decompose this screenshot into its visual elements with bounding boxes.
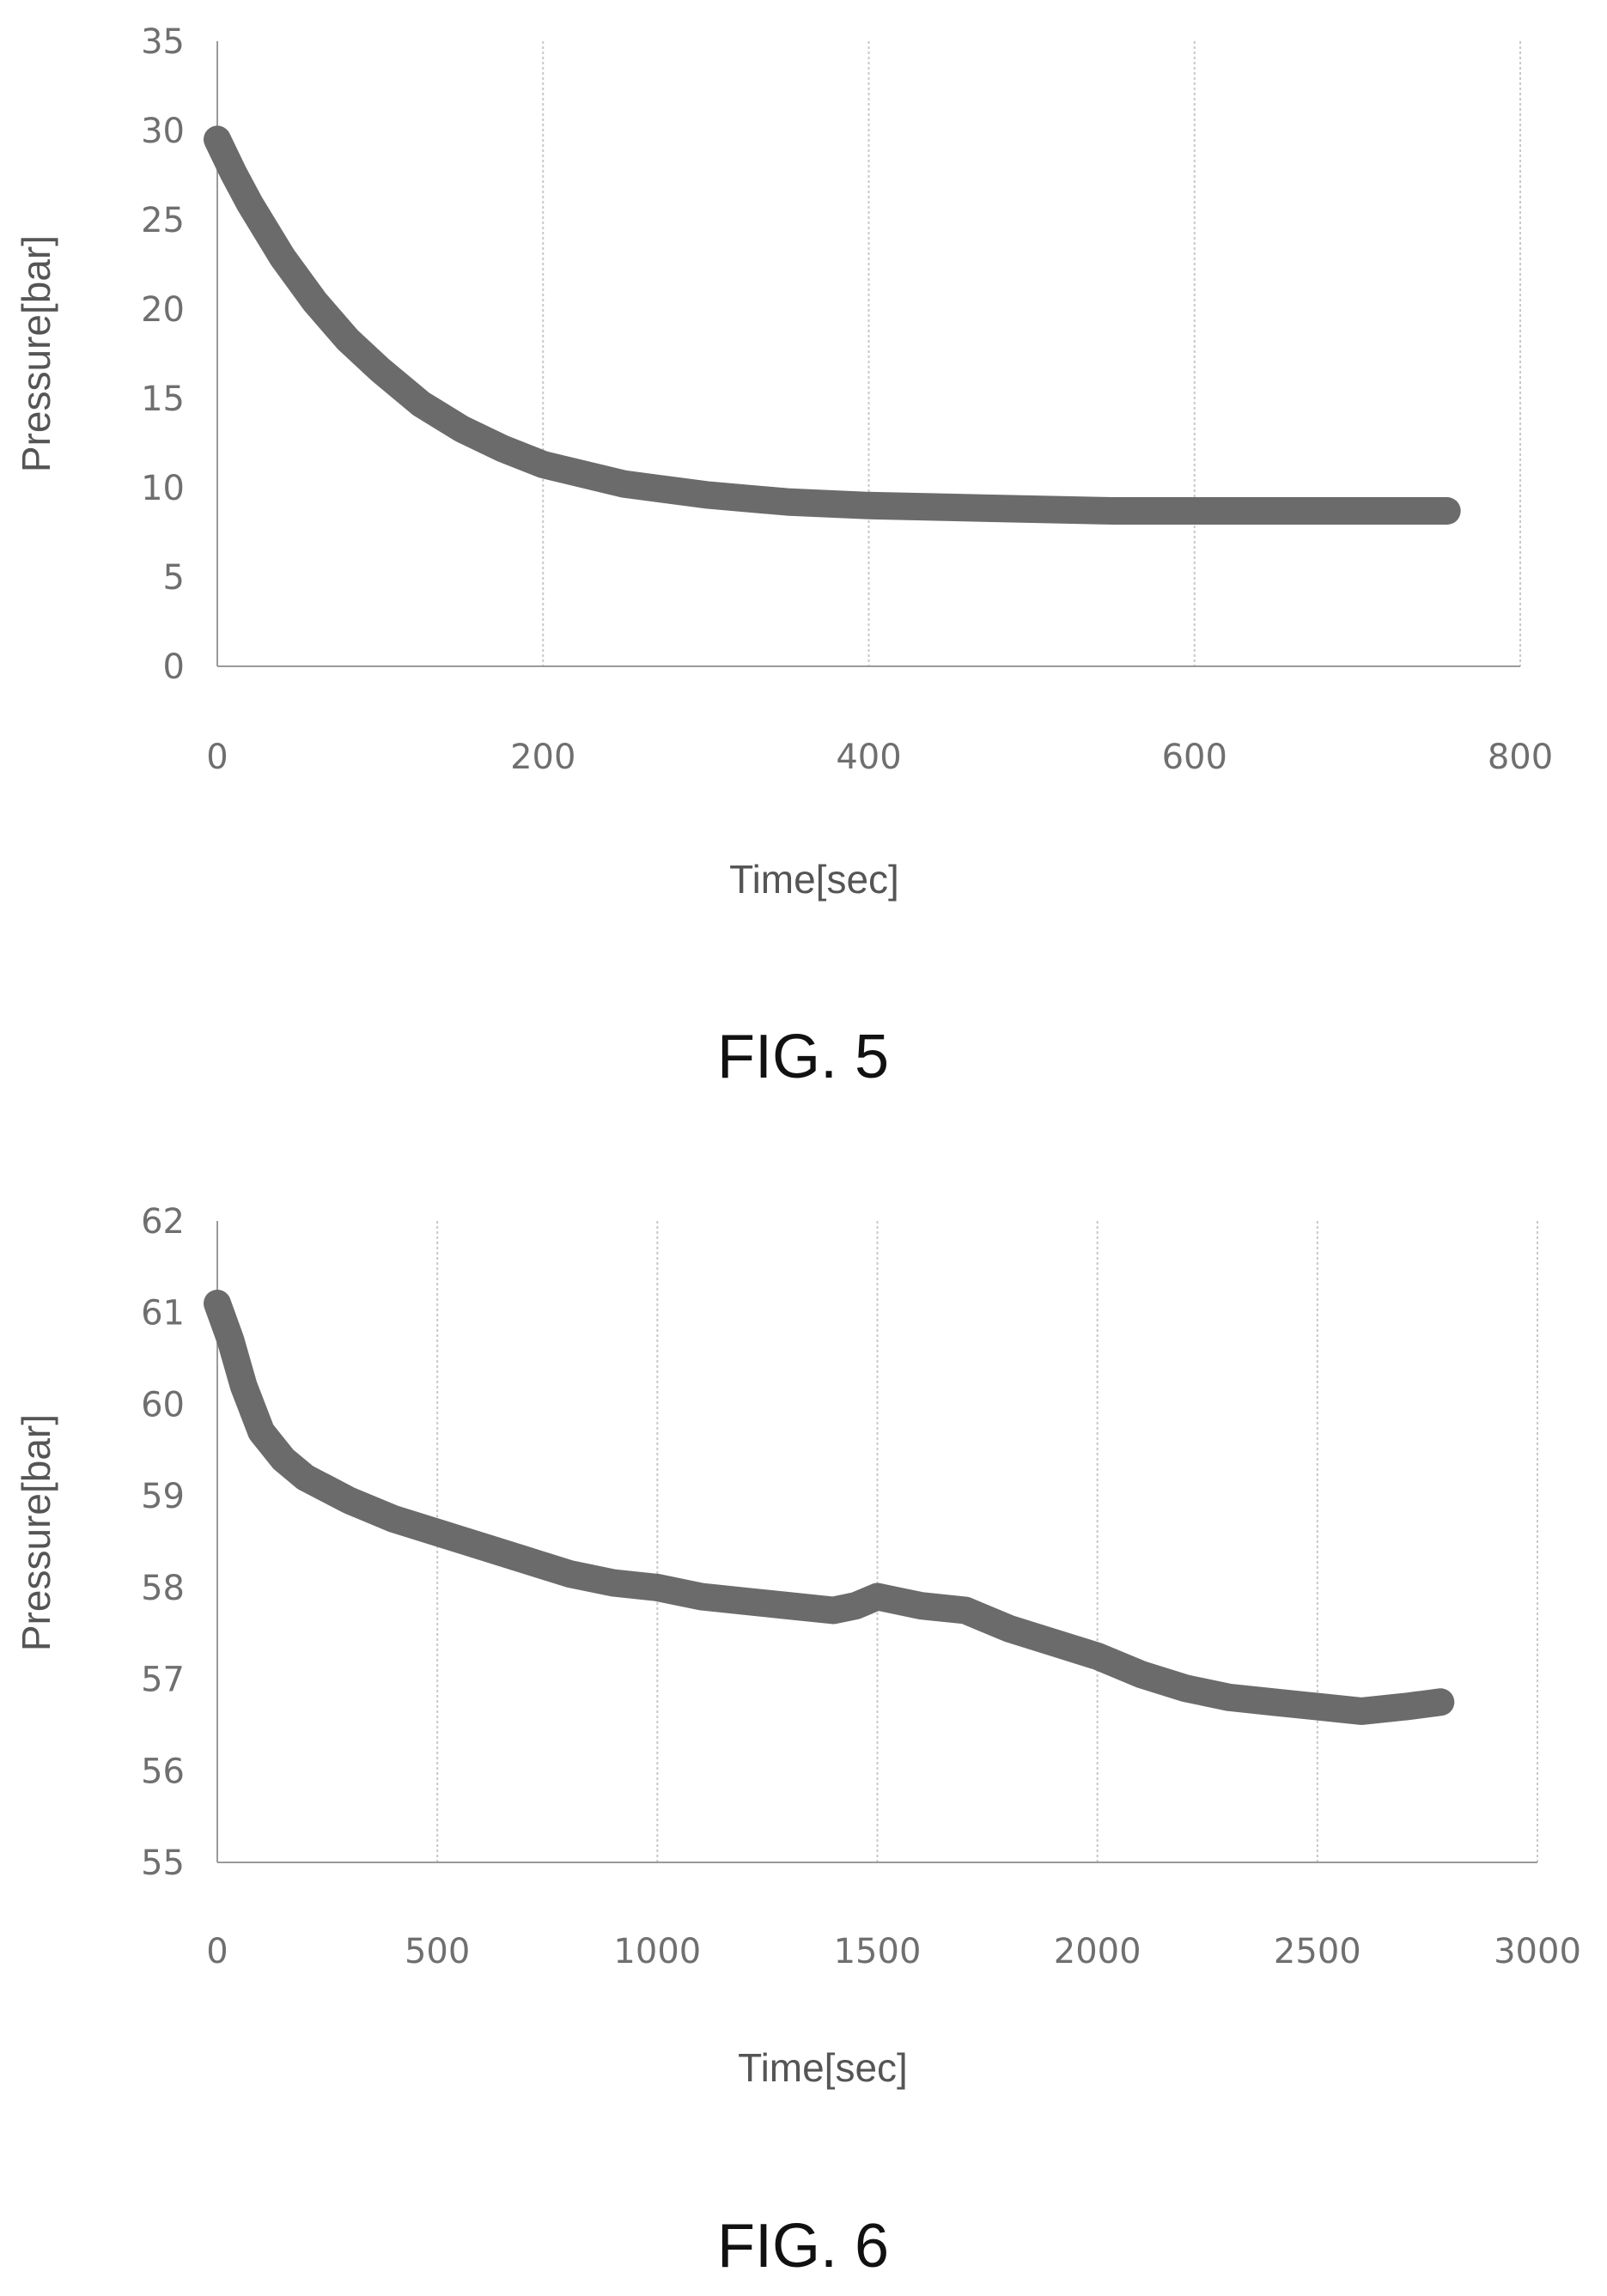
- x-tick-label: 2500: [1274, 1932, 1361, 1971]
- figure-6: 0 500 1000 1500 2000 2500 3000 55 56 57 58 59 60 61 62…: [0, 1142, 1607, 2296]
- x-tick-label: 600: [1162, 738, 1227, 777]
- x-axis-label: Time[sec]: [738, 2045, 908, 2090]
- figure-caption: FIG. 5: [717, 1023, 889, 1091]
- x-tick-label: 500: [405, 1932, 470, 1971]
- y-tick-label: 61: [141, 1294, 185, 1333]
- pressure-chart-fig6: 0 500 1000 1500 2000 2500 3000 55 56 57 58 59 60 61 62…: [14, 1202, 1581, 2281]
- pressure-series-line: [204, 125, 1461, 525]
- y-tick-label: 15: [141, 380, 185, 419]
- y-tick-label: 20: [141, 290, 185, 330]
- y-axis-label: Pressure[bar]: [14, 1414, 58, 1651]
- x-tick-label: 1500: [834, 1932, 922, 1971]
- y-tick-label: 59: [141, 1477, 185, 1516]
- y-tick-label: 35: [141, 22, 185, 62]
- y-tick-label: 60: [141, 1385, 185, 1424]
- y-tick-label: 10: [141, 469, 185, 508]
- y-tick-label: 56: [141, 1752, 185, 1791]
- figure-5: 0 200 400 600 800 0 5 10 15 20 25 30 35 Time[sec] Pr…: [0, 0, 1607, 1142]
- pressure-series-line: [204, 1290, 1455, 1725]
- y-tick-label: 30: [141, 112, 185, 151]
- x-tick-label: 400: [836, 738, 901, 777]
- x-tick-label: 2000: [1054, 1932, 1141, 1971]
- x-tick-label: 1000: [613, 1932, 701, 1971]
- y-axis-label: Pressure[bar]: [14, 235, 58, 472]
- y-tick-label: 55: [141, 1843, 185, 1883]
- x-tick-label: 200: [510, 738, 575, 777]
- y-tick-label: 0: [163, 647, 185, 687]
- x-tick-label: 0: [206, 738, 228, 777]
- y-tick-label: 58: [141, 1569, 185, 1608]
- x-tick-label: 800: [1488, 738, 1553, 777]
- y-tick-label: 57: [141, 1661, 185, 1700]
- x-tick-label: 3000: [1494, 1932, 1581, 1971]
- x-axis-label: Time[sec]: [729, 857, 899, 902]
- y-tick-label: 25: [141, 201, 185, 240]
- y-tick-label: 5: [163, 558, 185, 598]
- pressure-chart-fig5: 0 200 400 600 800 0 5 10 15 20 25 30 35 Time[sec] Pr…: [14, 22, 1553, 1091]
- figure-caption: FIG. 6: [717, 2212, 889, 2281]
- x-tick-label: 0: [206, 1932, 228, 1971]
- y-tick-label: 62: [141, 1202, 185, 1242]
